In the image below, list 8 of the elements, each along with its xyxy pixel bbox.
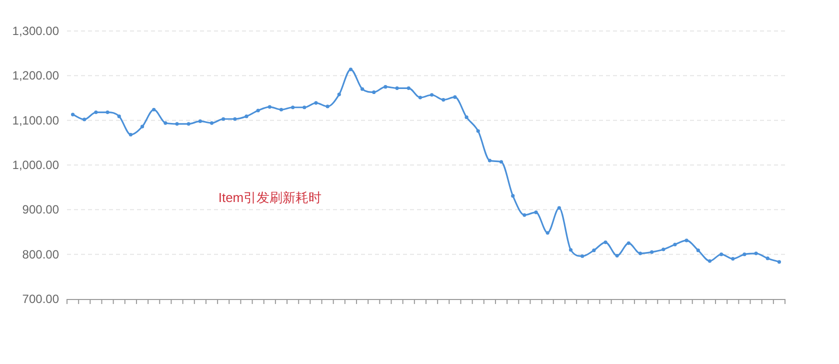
y-tick-label: 700.00 [22, 292, 60, 306]
y-tick-label: 800.00 [22, 247, 60, 262]
y-tick-label: 1,300.00 [12, 24, 60, 38]
y-tick-label: 900.00 [22, 202, 60, 217]
y-tick-label: 1,200.00 [12, 68, 60, 83]
annotation: Item引发刷新耗时 [218, 190, 322, 205]
y-tick-label: 1,100.00 [12, 113, 60, 128]
y-tick-label: 1,000.00 [12, 158, 60, 172]
